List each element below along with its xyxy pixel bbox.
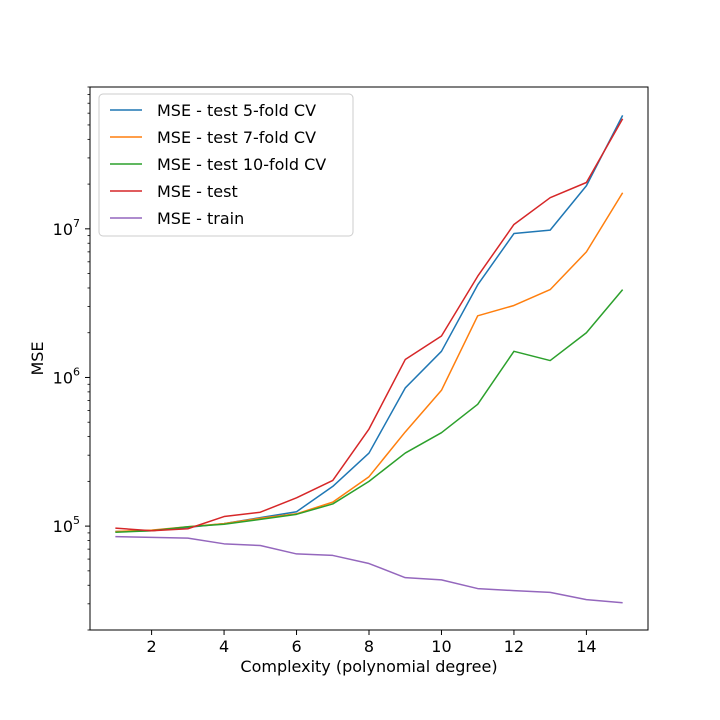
x-tick-label: 12 — [504, 637, 524, 656]
y-axis-label: MSE — [28, 341, 47, 375]
series-lines — [115, 115, 624, 604]
legend: MSE - test 5-fold CV MSE - test 7-fold C… — [98, 93, 354, 237]
legend-label-5-fold: MSE - test 5-fold CV — [157, 101, 316, 120]
plot-frame — [89, 86, 649, 631]
legend-label-7-fold: MSE - test 7-fold CV — [157, 128, 316, 147]
series-line-mse-test-10-fold-cv — [115, 289, 624, 533]
x-tick-label: 8 — [364, 637, 374, 656]
legend-label-train: MSE - train — [157, 209, 244, 228]
x-tick-label: 6 — [291, 637, 301, 656]
x-tick-label: 14 — [576, 637, 596, 656]
series-line-mse-train — [115, 535, 623, 604]
x-axis-label: Complexity (polynomial degree) — [240, 657, 497, 676]
legend-box — [98, 93, 354, 237]
x-tick-label: 10 — [431, 637, 451, 656]
x-axis: 2 4 6 8 10 12 14 — [147, 630, 597, 656]
legend-label-10-fold: MSE - test 10-fold CV — [157, 155, 326, 174]
x-tick-label: 4 — [219, 637, 229, 656]
x-tick-label: 2 — [147, 637, 157, 656]
series-line-mse-test — [115, 118, 624, 532]
legend-label-test: MSE - test — [157, 182, 238, 201]
